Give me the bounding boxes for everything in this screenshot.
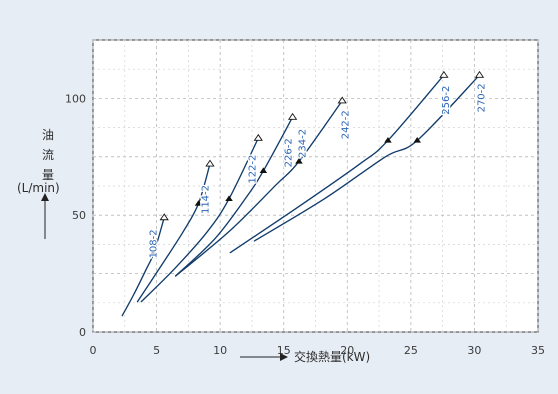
open-marker-242-2 <box>439 70 449 78</box>
series-label-242-2: 242-2 <box>341 110 352 139</box>
marker-layer <box>150 70 485 255</box>
series-line-226-2 <box>174 116 294 277</box>
y-axis-label-line3: 量 <box>42 168 54 182</box>
y-axis-unit: (L/min) <box>17 181 60 195</box>
open-marker-122-2 <box>253 133 263 141</box>
y-tick-label: 0 <box>79 326 86 339</box>
open-marker-108-2 <box>159 213 169 221</box>
y-axis-label-line2: 流 <box>42 148 54 162</box>
open-marker-114-2 <box>205 159 215 167</box>
series-layer <box>121 74 481 317</box>
series-line-234-2 <box>174 100 343 277</box>
series-line-108-2 <box>121 216 165 317</box>
x-tick-label: 10 <box>213 344 227 357</box>
series-label-270-2: 270-2 <box>477 83 488 112</box>
series-line-114-2 <box>136 163 211 303</box>
x-axis-arrow-head <box>280 353 288 361</box>
series-label-234-2: 234-2 <box>297 129 308 158</box>
y-axis-label-line1: 油 <box>42 128 54 142</box>
series-label-108-2: 108-2 <box>149 229 160 258</box>
open-marker-226-2 <box>287 112 298 120</box>
x-tick-label: 5 <box>153 344 160 357</box>
series-line-256-2 <box>253 74 481 242</box>
x-axis-label: 交換熱量(kW) <box>294 349 370 364</box>
series-label-226-2: 226-2 <box>283 138 294 167</box>
filled-marker-234-2 <box>295 158 303 164</box>
filled-marker-226-2 <box>259 167 268 173</box>
y-axis-arrow-head <box>41 193 49 201</box>
x-tick-label: 35 <box>531 344 545 357</box>
filled-marker-108-2 <box>150 249 158 255</box>
filled-marker-122-2 <box>225 195 233 202</box>
x-tick-label: 0 <box>90 344 97 357</box>
y-tick-label: 50 <box>72 209 86 222</box>
filled-marker-114-2 <box>194 200 203 206</box>
label-layer: 108-2 114-2 122-2 226-2 234-2 242-2 256-2 270-2 <box>147 82 489 260</box>
x-tick-label: 30 <box>467 344 481 357</box>
open-marker-256-2 <box>474 70 485 78</box>
series-label-256-2: 256-2 <box>441 86 452 115</box>
filled-marker-242-2 <box>384 137 392 143</box>
y-tick-label: 100 <box>65 92 86 105</box>
series-line-242-2 <box>229 74 445 254</box>
series-label-122-2: 122-2 <box>248 155 259 184</box>
filled-marker-256-2 <box>413 137 421 143</box>
series-label-114-2: 114-2 <box>201 185 212 214</box>
grid-layer <box>92 39 539 333</box>
series-line-122-2 <box>140 137 259 303</box>
x-tick-label: 20 <box>340 344 354 357</box>
x-tick-label: 25 <box>404 344 418 357</box>
open-marker-234-2 <box>337 96 347 104</box>
